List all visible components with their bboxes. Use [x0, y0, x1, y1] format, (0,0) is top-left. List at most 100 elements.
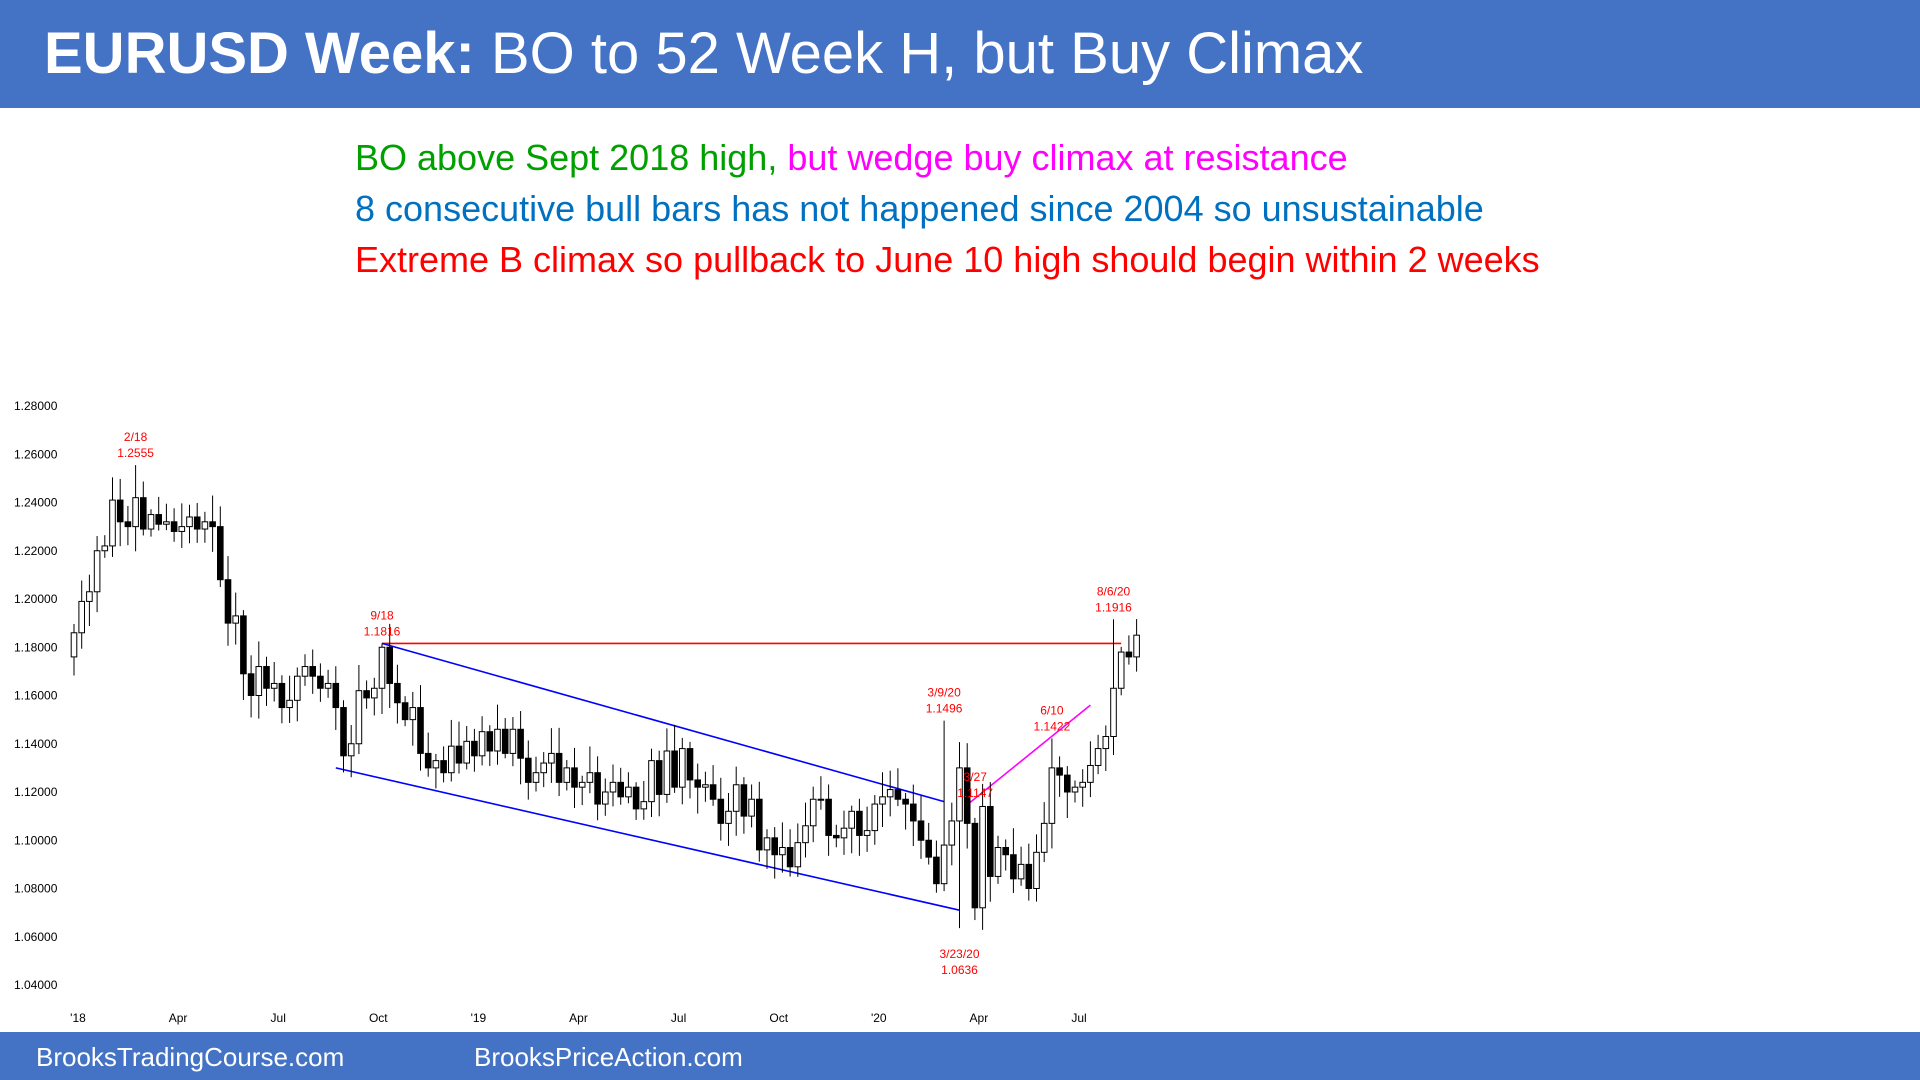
x-tick-label: Apr — [169, 1011, 188, 1025]
annotation-value: 1.1147 — [957, 786, 993, 800]
candle-body — [948, 820, 956, 846]
candle-body — [1048, 767, 1056, 824]
candle-body — [1064, 774, 1071, 793]
candle-body — [1025, 863, 1033, 889]
candle-body — [186, 516, 193, 528]
candle-body — [217, 526, 224, 581]
annotation-date: 3/27 — [964, 770, 988, 784]
candle-body — [786, 846, 794, 868]
annotation-value: 1.1422 — [1034, 719, 1071, 733]
candle-body — [70, 632, 78, 658]
candle-body — [1125, 651, 1133, 658]
candle-body — [856, 810, 863, 836]
candle-body — [486, 731, 494, 752]
candle-body — [1102, 736, 1110, 750]
candle-body — [424, 752, 432, 769]
candle-body — [833, 834, 840, 839]
x-tick-label: Apr — [970, 1011, 989, 1025]
candle-body — [86, 591, 93, 602]
candle-body — [332, 682, 340, 709]
note-text: 8 consecutive bull bars has not happened… — [355, 188, 1484, 229]
candle-body — [917, 820, 925, 841]
annotation-date: 8/6/20 — [1097, 584, 1131, 598]
candle-body — [455, 745, 463, 764]
candle-body — [101, 545, 109, 552]
x-tick-label: Jul — [671, 1011, 686, 1025]
candle-body — [848, 810, 856, 829]
annotation-value: 1.1496 — [926, 702, 963, 716]
candle-body — [879, 796, 886, 805]
annotation-date: 6/10 — [1040, 703, 1064, 717]
candle-body — [201, 521, 209, 530]
candle-body — [93, 550, 101, 593]
y-tick-label: 1.16000 — [14, 689, 58, 703]
footer-link-brookspriceaction[interactable]: BrooksPriceAction.com — [474, 1042, 743, 1072]
wedge-line-line — [966, 704, 1091, 806]
candle-body — [232, 615, 239, 624]
y-tick-label: 1.18000 — [14, 640, 58, 654]
candle-body — [609, 781, 617, 793]
candle-body — [1079, 781, 1087, 788]
candle-body — [1017, 863, 1025, 880]
candle-body — [840, 827, 848, 839]
footer-link-brookstradingcourse[interactable]: BrooksTradingCourse.com — [36, 1042, 345, 1072]
candle-body — [540, 762, 548, 774]
title-rest: BO to 52 Week H, but Buy Climax — [474, 21, 1364, 86]
candle-body — [270, 682, 278, 689]
candle-body — [317, 675, 324, 689]
candle-body — [324, 682, 332, 689]
candle-body — [116, 499, 124, 523]
candle-body — [170, 521, 178, 532]
candle-body — [817, 798, 825, 801]
y-tick-label: 1.06000 — [14, 930, 58, 944]
candle-body — [740, 784, 748, 817]
note-line: Extreme B climax so pullback to June 10 … — [355, 234, 1540, 285]
candle-body — [471, 740, 478, 757]
candle-body — [779, 846, 786, 856]
candle-body — [756, 798, 763, 851]
candle-body — [1087, 764, 1094, 783]
candle-body — [686, 748, 694, 781]
candle-body — [632, 786, 640, 810]
candle-body — [894, 789, 902, 800]
annotation-value: 1.1816 — [364, 624, 401, 638]
candle-body — [717, 798, 725, 824]
candle-body — [555, 752, 563, 783]
candle-body — [509, 728, 517, 754]
candle-body — [432, 760, 440, 769]
candle-body — [563, 767, 571, 783]
candle-body — [933, 856, 940, 885]
note-text: but wedge buy climax at resistance — [777, 137, 1348, 178]
candle-body — [886, 789, 894, 798]
candle-body — [617, 781, 625, 798]
candle-body — [386, 646, 393, 684]
candle-body — [378, 646, 386, 689]
candle-body — [448, 745, 455, 774]
title-bold: EURUSD Week: — [44, 21, 475, 86]
candle-body — [140, 497, 147, 530]
candle-body — [340, 707, 347, 757]
candle-body — [409, 707, 417, 721]
candle-body — [132, 497, 139, 528]
candle-body — [371, 687, 378, 699]
candle-body — [594, 772, 601, 805]
candle-body — [956, 767, 963, 822]
title-bar: EURUSD Week: BO to 52 Week H, but Buy Cl… — [0, 0, 1920, 108]
annotation-date: 3/9/20 — [927, 686, 961, 700]
x-tick-label: Oct — [369, 1011, 388, 1025]
candle-body — [702, 784, 709, 788]
candle-body — [155, 514, 162, 525]
candle-body — [578, 781, 586, 788]
candle-body — [794, 842, 802, 868]
channel-bottom-line — [335, 767, 960, 911]
y-tick-label: 1.28000 — [14, 399, 58, 413]
candle-body — [663, 750, 671, 795]
candlestick-chart: 1.28000 1.26000 1.24000 1.22000 1.20000 1.180… — [14, 399, 1140, 1025]
candle-body — [586, 772, 594, 783]
candle-body — [525, 757, 532, 783]
candle-body — [709, 784, 717, 800]
channel-top-line — [381, 642, 945, 803]
candle-body — [694, 779, 702, 788]
candle-body — [548, 752, 555, 764]
candle-body — [802, 825, 809, 844]
